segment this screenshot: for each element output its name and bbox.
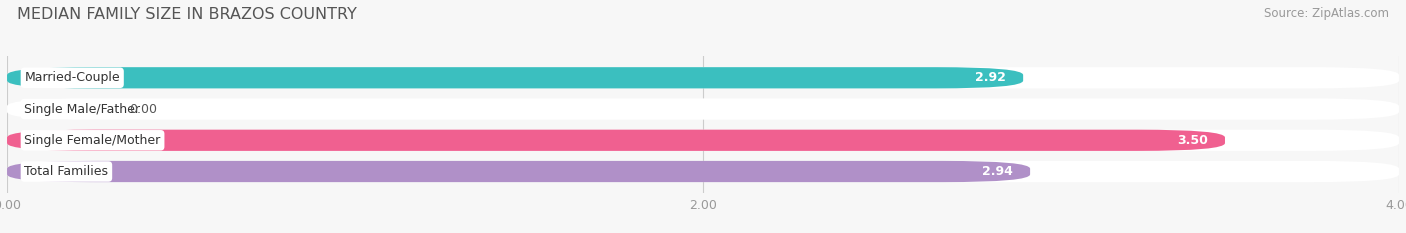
Text: Source: ZipAtlas.com: Source: ZipAtlas.com — [1264, 7, 1389, 20]
FancyBboxPatch shape — [7, 161, 1031, 182]
Text: 3.50: 3.50 — [1177, 134, 1208, 147]
Text: Single Male/Father: Single Male/Father — [24, 103, 141, 116]
Text: Married-Couple: Married-Couple — [24, 71, 120, 84]
Text: MEDIAN FAMILY SIZE IN BRAZOS COUNTRY: MEDIAN FAMILY SIZE IN BRAZOS COUNTRY — [17, 7, 357, 22]
Text: Total Families: Total Families — [24, 165, 108, 178]
Text: 2.92: 2.92 — [974, 71, 1005, 84]
FancyBboxPatch shape — [7, 67, 1399, 88]
FancyBboxPatch shape — [7, 161, 1399, 182]
FancyBboxPatch shape — [7, 67, 1024, 88]
Text: 2.94: 2.94 — [981, 165, 1012, 178]
FancyBboxPatch shape — [7, 130, 1225, 151]
FancyBboxPatch shape — [7, 130, 1399, 151]
FancyBboxPatch shape — [7, 98, 1399, 120]
Text: 0.00: 0.00 — [129, 103, 157, 116]
Text: Single Female/Mother: Single Female/Mother — [24, 134, 160, 147]
